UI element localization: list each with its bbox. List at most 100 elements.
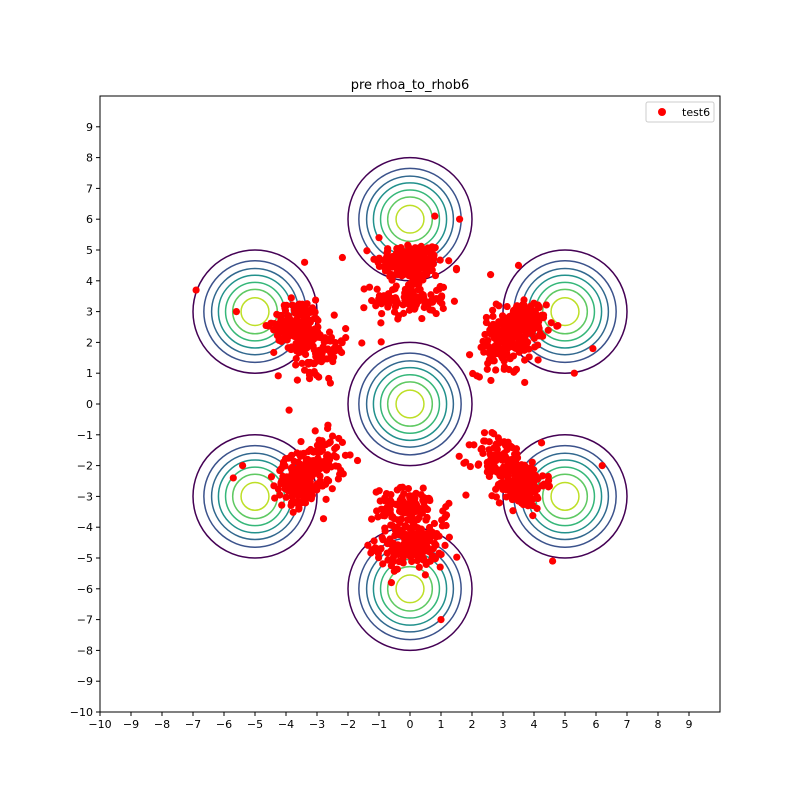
scatter-point xyxy=(293,449,301,457)
scatter-point xyxy=(490,444,498,452)
scatter-point xyxy=(530,299,538,307)
scatter-point xyxy=(305,337,313,345)
scatter-point xyxy=(598,462,606,470)
scatter-point xyxy=(501,485,510,494)
scatter-point xyxy=(387,490,395,499)
x-tick-label: −9 xyxy=(123,718,139,731)
contour-ring xyxy=(550,481,580,512)
scatter-point xyxy=(492,366,500,374)
scatter-point xyxy=(485,472,493,481)
scatter-point xyxy=(531,314,539,322)
scatter-point xyxy=(288,463,296,471)
scatter-point xyxy=(363,247,371,255)
x-tick-label: 7 xyxy=(624,718,631,731)
scatter-point xyxy=(542,301,550,309)
scatter-point xyxy=(395,525,403,533)
x-tick-label: −6 xyxy=(216,718,232,731)
y-tick-label: −3 xyxy=(77,490,93,503)
scatter-point xyxy=(288,492,296,500)
scatter-point xyxy=(429,256,437,264)
scatter-point xyxy=(415,563,423,571)
scatter-point xyxy=(486,326,494,334)
scatter-point xyxy=(371,544,379,552)
scatter-point xyxy=(336,470,344,478)
scatter-point xyxy=(401,522,409,530)
scatter-point xyxy=(509,507,517,515)
y-tick-label: −6 xyxy=(77,583,93,596)
scatter-point xyxy=(414,277,422,285)
scatter-point xyxy=(529,473,537,481)
x-tick-label: 3 xyxy=(500,718,507,731)
scatter-point xyxy=(285,406,293,414)
scatter-point xyxy=(396,518,404,527)
scatter-point xyxy=(396,264,404,272)
scatter-point xyxy=(502,493,510,501)
scatter-point xyxy=(383,549,391,557)
scatter-point xyxy=(324,424,332,433)
scatter-point xyxy=(338,438,347,447)
scatter-point xyxy=(487,271,495,279)
scatter-point xyxy=(515,327,523,335)
scatter-point xyxy=(330,451,338,460)
scatter-point xyxy=(407,260,415,269)
scatter-point xyxy=(510,476,518,484)
scatter-point xyxy=(475,373,483,381)
scatter-point xyxy=(435,285,443,293)
legend-marker xyxy=(658,108,666,116)
scatter-point xyxy=(387,579,395,587)
scatter-point xyxy=(305,375,314,383)
scatter-point xyxy=(399,497,407,505)
scatter-point xyxy=(498,312,507,320)
scatter-point xyxy=(413,557,421,565)
scatter-point xyxy=(392,249,400,258)
scatter-point xyxy=(500,343,508,352)
scatter-point xyxy=(282,493,290,501)
scatter-point xyxy=(414,540,422,548)
scatter-point xyxy=(384,556,393,564)
scatter-point xyxy=(508,495,516,504)
scatter-point xyxy=(442,511,451,519)
scatter-point xyxy=(239,462,247,470)
scatter-point xyxy=(329,353,338,361)
scatter-point xyxy=(270,326,278,334)
scatter-point xyxy=(506,456,515,464)
scatter-point xyxy=(379,560,387,568)
scatter-point xyxy=(517,495,525,503)
contour-ring xyxy=(379,373,441,435)
x-tick-label: 5 xyxy=(562,718,569,731)
scatter-point xyxy=(424,244,432,252)
scatter-point xyxy=(469,369,477,378)
scatter-point xyxy=(427,291,435,299)
contour-ring xyxy=(550,296,580,327)
scatter-point xyxy=(288,301,297,309)
scatter-point xyxy=(403,516,412,524)
scatter-point xyxy=(380,256,388,264)
scatter-point xyxy=(301,350,310,359)
scatter-point xyxy=(421,265,429,273)
scatter-point xyxy=(525,308,533,317)
scatter-point xyxy=(377,544,385,553)
scatter-point xyxy=(417,272,425,280)
scatter-point xyxy=(503,351,511,359)
x-tick-label: 8 xyxy=(655,718,662,731)
scatter-point xyxy=(232,308,240,316)
scatter-point xyxy=(398,272,406,280)
scatter-point xyxy=(509,335,517,343)
scatter-point xyxy=(411,244,419,252)
scatter-point xyxy=(490,351,498,359)
scatter-point xyxy=(489,312,497,320)
scatter-point xyxy=(422,516,430,524)
scatter-point xyxy=(430,519,439,528)
scatter-point xyxy=(360,304,368,312)
scatter-point xyxy=(274,372,282,380)
x-tick-label: 4 xyxy=(531,718,538,731)
y-tick-label: −5 xyxy=(77,552,93,565)
scatter-point xyxy=(406,494,414,502)
x-tick-label: −1 xyxy=(371,718,387,731)
scatter-point xyxy=(445,533,453,541)
scatter-point xyxy=(456,215,464,223)
scatter-point xyxy=(400,293,408,301)
scatter-point xyxy=(496,472,504,480)
scatter-point xyxy=(305,368,313,376)
